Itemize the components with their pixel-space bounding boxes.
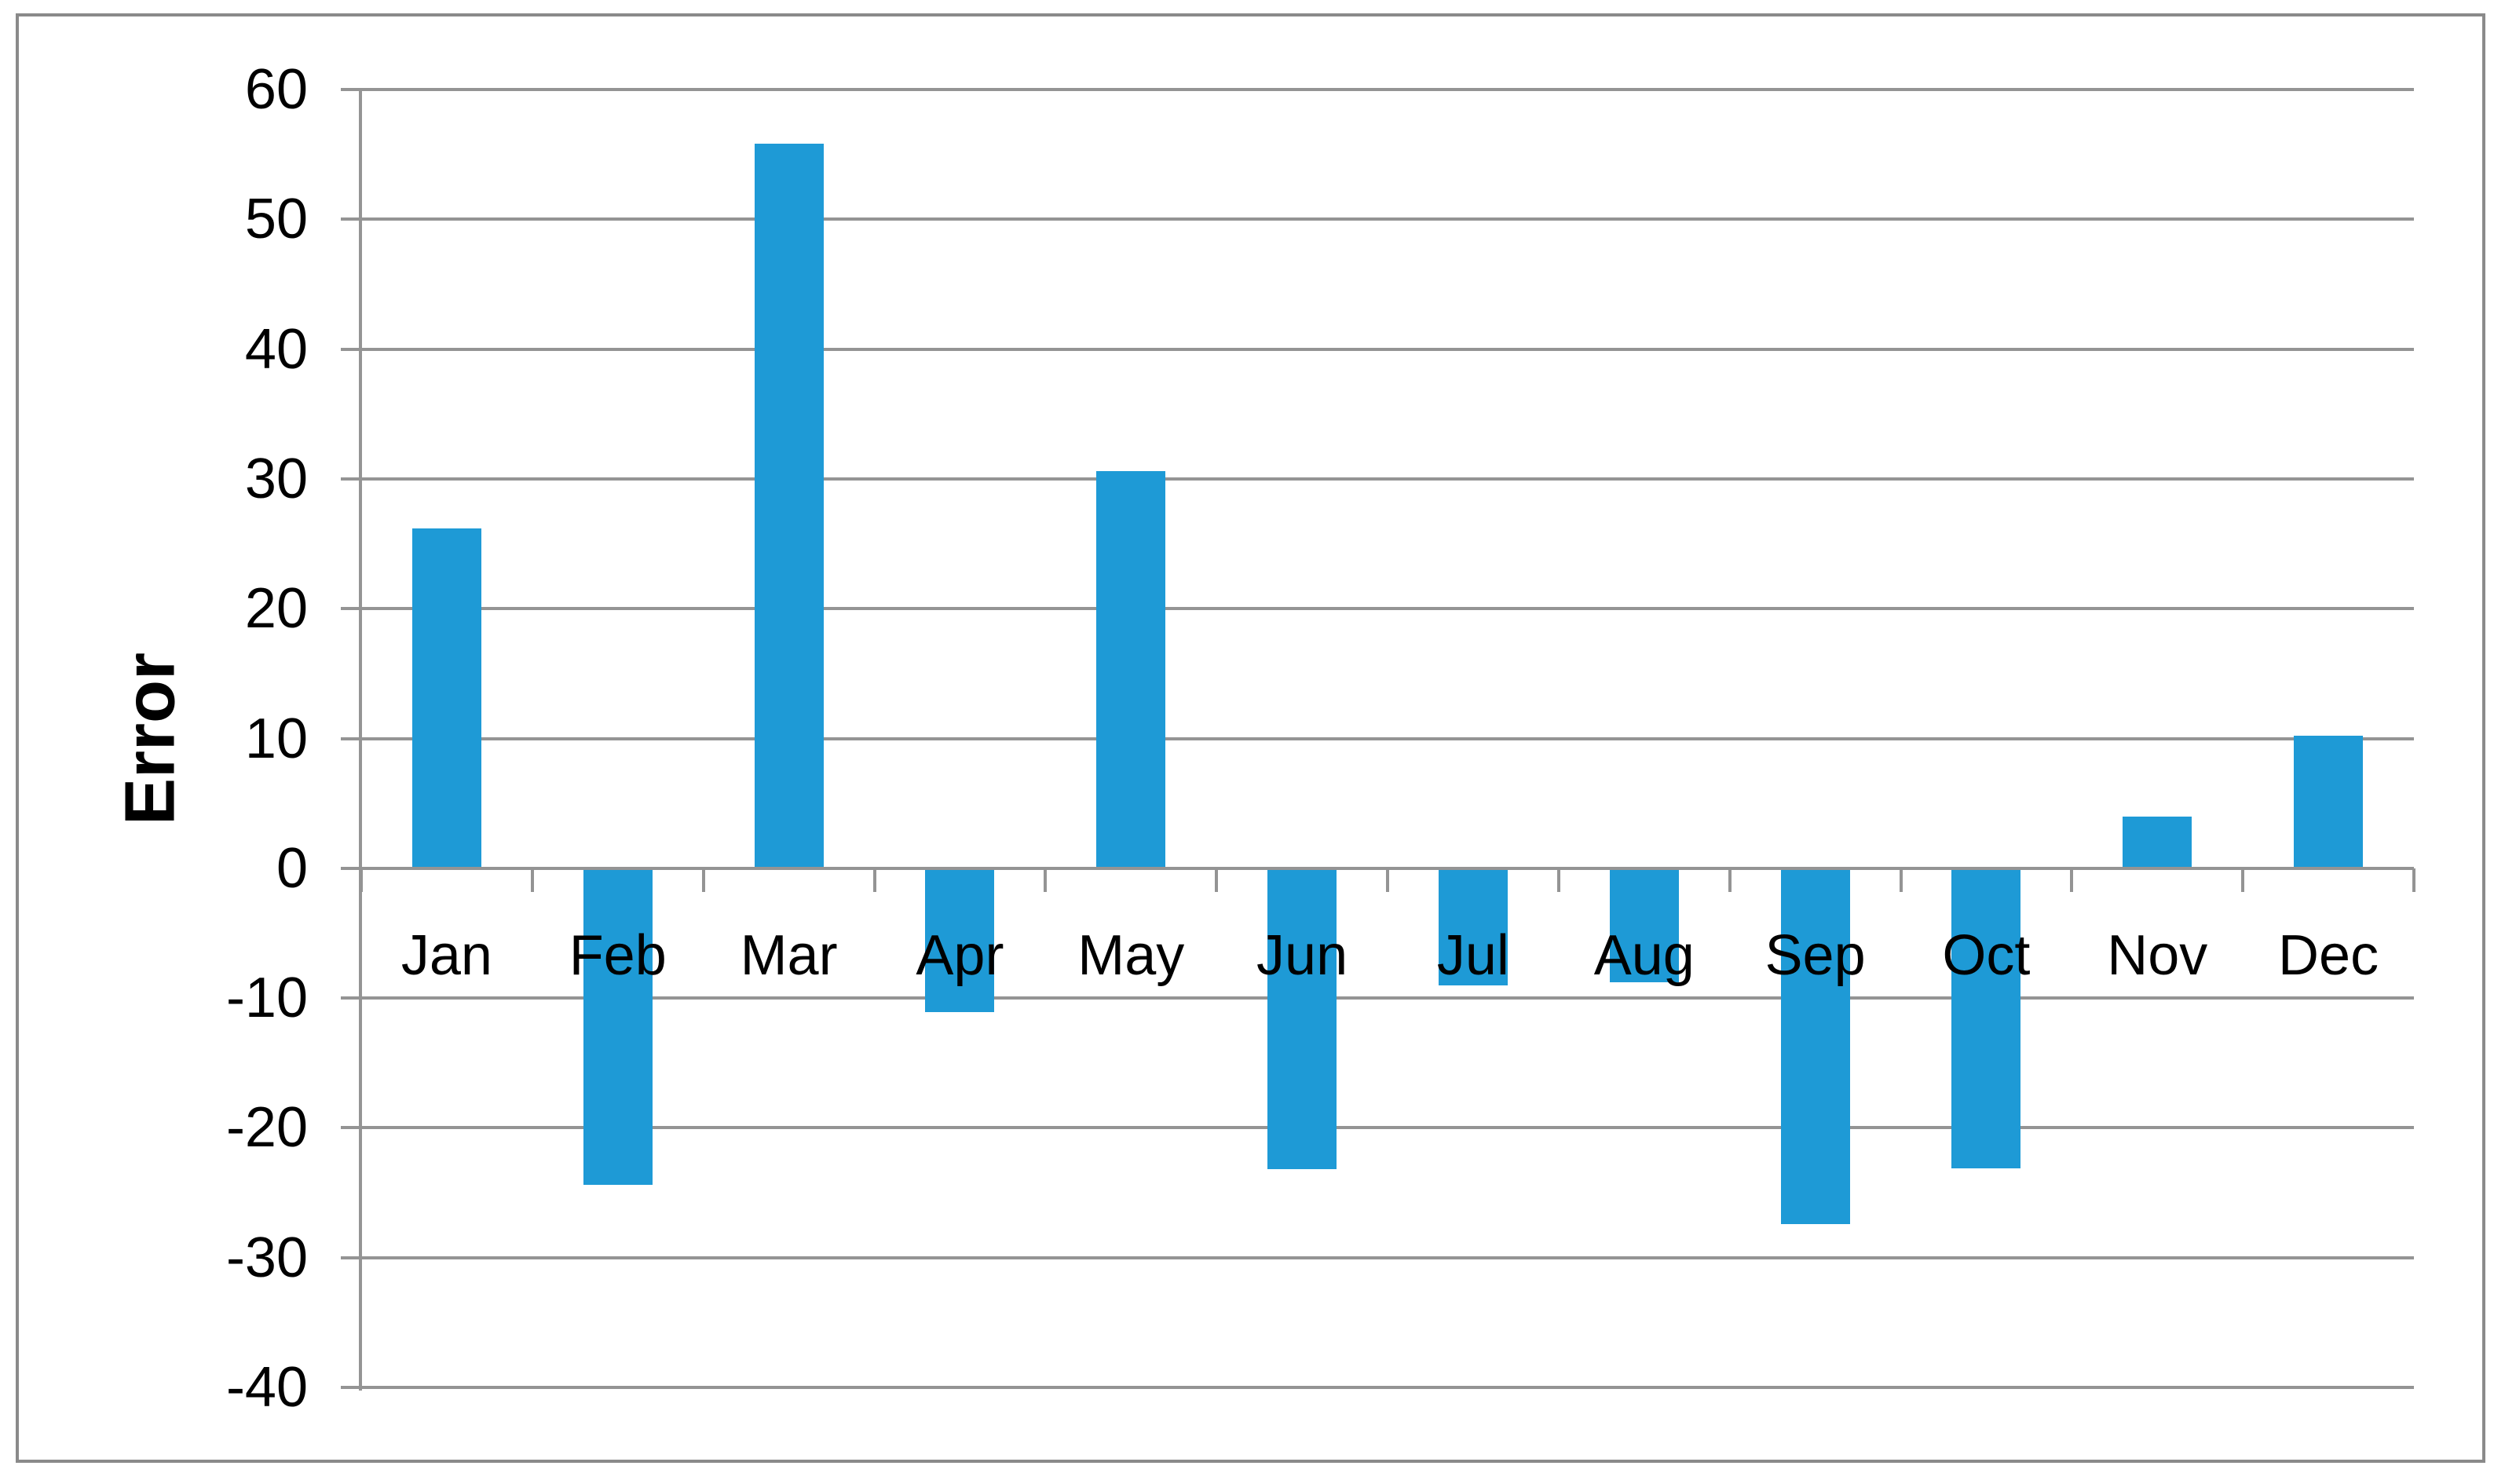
gridline-y--30 [361, 1256, 2414, 1259]
x-axis-tick-1 [530, 868, 534, 892]
y-axis-tick--10 [341, 996, 361, 1000]
x-axis-tick-12 [2412, 868, 2415, 892]
x-axis-tick-9 [1899, 868, 1903, 892]
gridline-y-60 [361, 88, 2414, 91]
y-tick-label--40: -40 [225, 1356, 308, 1419]
gridline-y-20 [361, 607, 2414, 611]
x-axis-tick-2 [701, 868, 705, 892]
chart-border [16, 13, 2485, 1463]
x-cat-label-dec: Dec [2278, 923, 2379, 987]
gridline-y--10 [361, 996, 2414, 1000]
gridline-y--20 [361, 1126, 2414, 1130]
x-axis-tick-3 [872, 868, 876, 892]
x-axis-tick-6 [1386, 868, 1389, 892]
bar-sep [1780, 868, 1850, 1224]
bar-feb [583, 868, 653, 1186]
bar-aug [1609, 868, 1679, 983]
x-axis-tick-10 [2070, 868, 2074, 892]
x-cat-label-apr: Apr [916, 923, 1004, 987]
x-cat-label-oct: Oct [1942, 923, 2031, 987]
x-cat-label-aug: Aug [1593, 923, 1695, 987]
y-axis-line [359, 90, 362, 1391]
bar-jan [411, 528, 481, 868]
bar-apr [925, 868, 995, 1013]
y-tick-label-40: 40 [244, 317, 308, 381]
y-tick-label-30: 30 [244, 447, 308, 510]
y-axis-tick-40 [341, 347, 361, 351]
x-cat-label-jun: Jun [1256, 923, 1348, 987]
y-tick-label-60: 60 [244, 58, 308, 121]
y-axis-tick-10 [341, 737, 361, 740]
x-cat-label-jul: Jul [1436, 923, 1509, 987]
y-tick-label--20: -20 [225, 1096, 308, 1160]
y-tick-label-20: 20 [244, 577, 308, 641]
x-axis-tick-11 [2241, 868, 2245, 892]
gridline-y-30 [361, 477, 2414, 481]
bar-may [1096, 470, 1166, 868]
x-axis-tick-4 [1044, 868, 1048, 892]
y-tick-label-50: 50 [244, 188, 308, 251]
gridline-y-50 [361, 217, 2414, 221]
y-tick-label-10: 10 [244, 707, 308, 770]
gridline-y--40 [361, 1386, 2414, 1389]
x-axis-tick-8 [1728, 868, 1732, 892]
x-axis-tick-7 [1556, 868, 1560, 892]
x-axis-tick-0 [360, 868, 363, 892]
x-cat-label-nov: Nov [2107, 923, 2208, 987]
y-tick-label--10: -10 [225, 967, 308, 1030]
bar-jun [1267, 868, 1337, 1170]
y-axis-tick--20 [341, 1126, 361, 1130]
y-axis-tick--40 [341, 1386, 361, 1389]
bar-dec [2294, 736, 2364, 868]
y-axis-title: Error [111, 652, 190, 825]
bar-nov [2123, 816, 2192, 868]
y-axis-tick-0 [341, 866, 361, 870]
y-axis-tick-50 [341, 217, 361, 221]
x-cat-label-may: May [1077, 923, 1185, 987]
x-axis-tick-5 [1215, 868, 1219, 892]
x-cat-label-sep: Sep [1764, 923, 1866, 987]
bar-oct [1951, 868, 2021, 1168]
x-cat-label-jan: Jan [400, 923, 492, 987]
bar-mar [754, 144, 824, 868]
x-cat-label-mar: Mar [740, 923, 838, 987]
x-cat-label-feb: Feb [569, 923, 667, 987]
gridline-y-10 [361, 737, 2414, 740]
y-axis-tick-60 [341, 88, 361, 91]
y-tick-label--30: -30 [225, 1226, 308, 1289]
gridline-y-40 [361, 347, 2414, 351]
y-axis-tick-20 [341, 607, 361, 611]
y-tick-label-0: 0 [276, 836, 308, 900]
y-axis-tick--30 [341, 1256, 361, 1259]
bar-jul [1438, 868, 1508, 985]
y-axis-tick-30 [341, 477, 361, 481]
